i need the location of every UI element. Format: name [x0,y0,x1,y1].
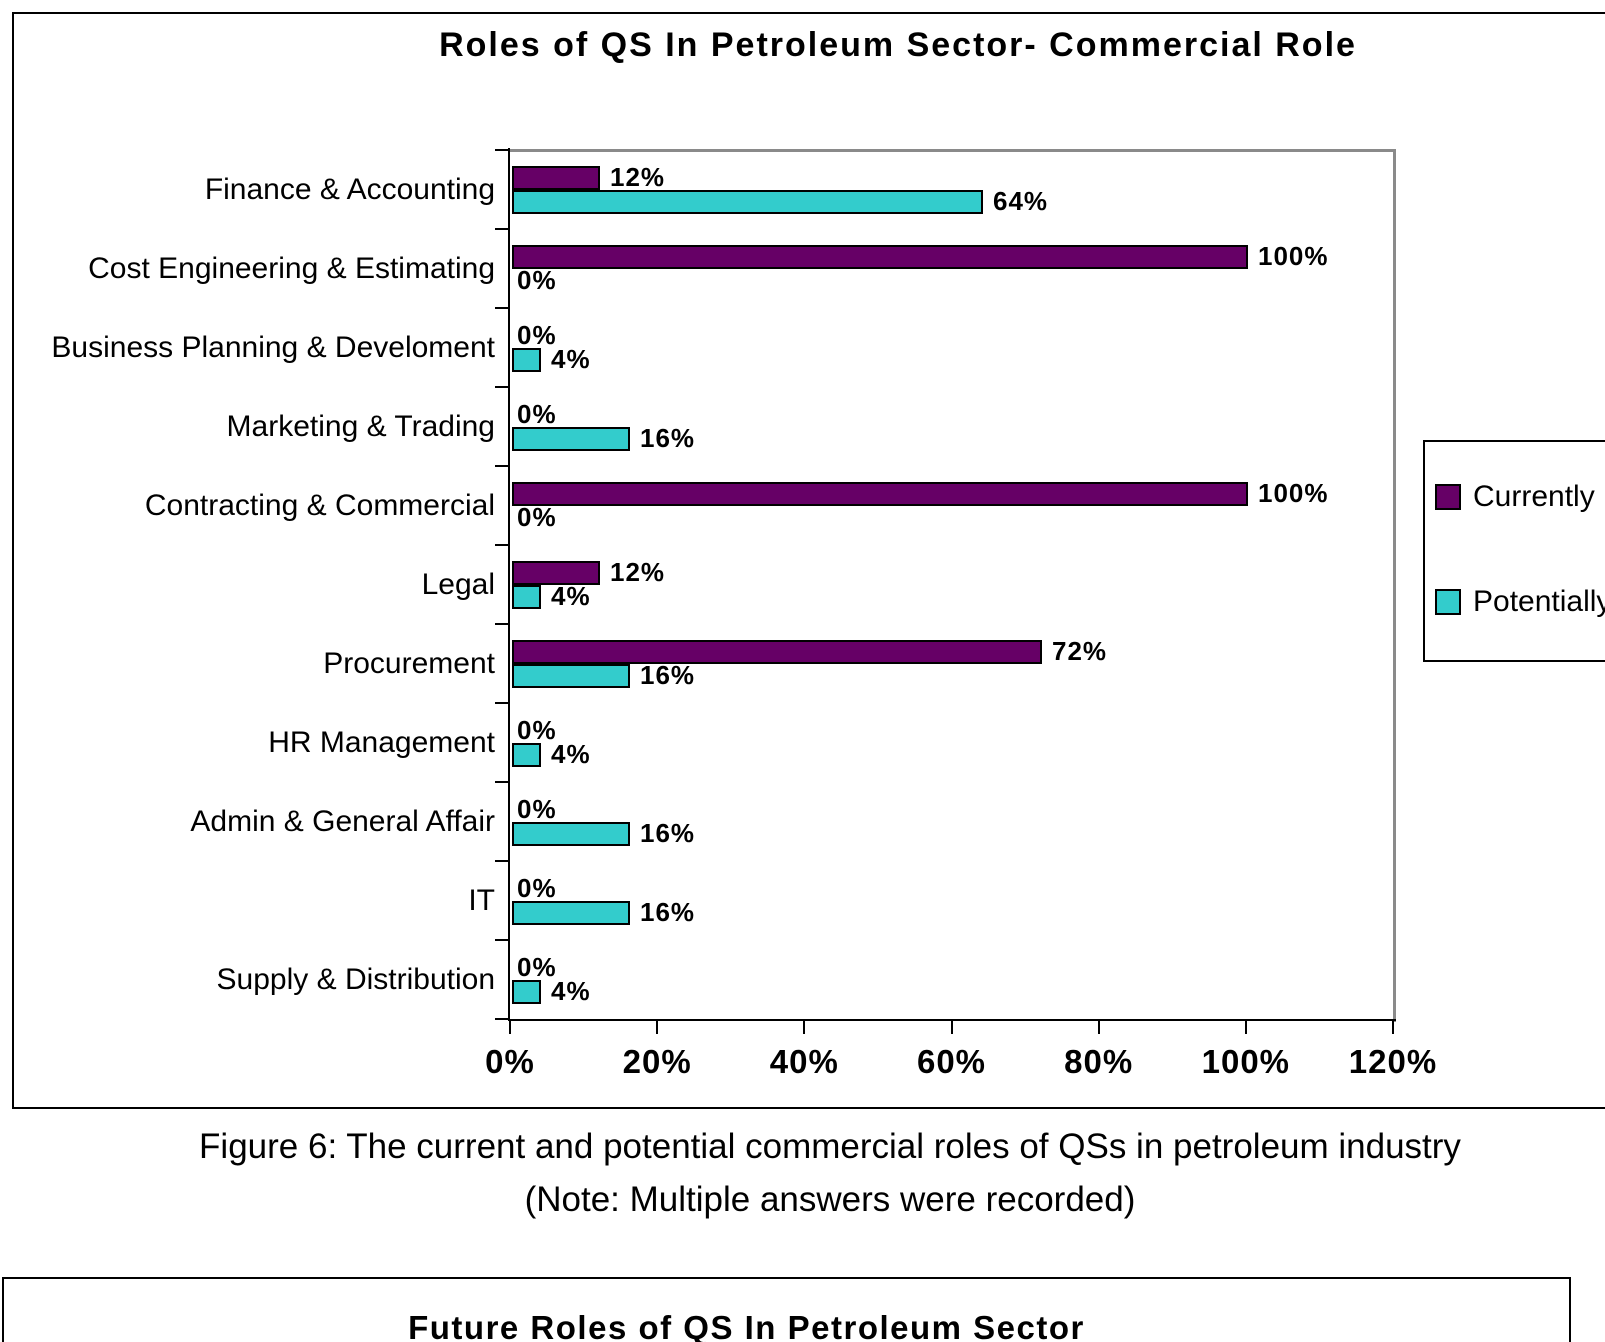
figure-caption-line2: (Note: Multiple answers were recorded) [524,1180,1136,1219]
bar-currently [512,165,600,190]
bar-potentially [512,426,630,451]
value-label-currently: 0% [517,715,557,745]
x-axis-tick [1097,1021,1100,1034]
x-axis-tick-label: 0% [485,1043,535,1080]
figure-caption-line1: Figure 6: The current and potential comm… [199,1127,1461,1166]
bar-potentially [512,584,541,609]
value-label-potentially: 0% [517,265,557,295]
legend-box: Currently Potentially [1423,440,1605,662]
y-axis-line [508,148,510,1021]
category-label: Supply & Distribution [216,962,495,996]
bar-potentially [512,979,541,1004]
bar-currently [512,639,1042,664]
y-axis-tick [495,307,508,309]
value-label-currently: 12% [610,162,666,192]
category-label: HR Management [268,725,495,759]
x-axis-tick [1244,1021,1247,1034]
legend-swatch-currently [1435,484,1461,510]
value-label-currently: 0% [517,952,557,982]
bar-potentially [512,189,983,214]
y-axis-tick [495,1018,508,1020]
plot-area: 12% 64% 100% 0% 0% 4% 0% 16% 100% 0% 12% 4% 72% 16% 0%… [512,150,1395,1019]
value-label-potentially: 0% [517,502,557,532]
y-axis-tick [495,228,508,230]
y-axis-tick [495,939,508,941]
category-label: Contracting & Commercial [144,488,495,522]
y-axis-tick [495,623,508,625]
y-axis-tick [495,781,508,783]
legend-swatch-potentially [1435,589,1461,615]
x-axis-tick [950,1021,953,1034]
x-axis-tick-label: 120% [1348,1043,1438,1080]
value-label-potentially: 64% [993,186,1049,216]
bar-potentially [512,821,630,846]
bar-currently [512,560,600,585]
category-label: Legal [421,567,495,601]
value-label-currently: 0% [517,320,557,350]
x-axis-tick [509,1021,511,1034]
bar-currently [512,244,1248,269]
value-label-currently: 100% [1258,478,1329,508]
plot-border-right [1393,149,1396,1022]
bar-currently [512,481,1248,506]
category-label: Business Planning & Develoment [51,330,495,364]
bar-potentially [512,347,541,372]
value-label-potentially: 16% [640,818,696,848]
legend-label: Currently [1473,480,1595,513]
chart-title: Roles of QS In Petroleum Sector- Commerc… [439,26,1357,64]
future-roles-chart-frame: Future Roles of QS In Petroleum Sector [2,1277,1571,1342]
value-label-currently: 0% [517,794,557,824]
x-axis-tick-label: 60% [916,1043,987,1080]
value-label-currently: 100% [1258,241,1329,271]
category-label: Finance & Accounting [204,172,495,206]
legend-item: Currently [1435,480,1595,513]
x-axis-tick-label: 20% [622,1043,692,1080]
x-axis-tick [656,1021,659,1034]
value-label-potentially: 4% [551,344,591,374]
category-label: IT [468,883,495,917]
value-label-potentially: 4% [551,739,591,769]
y-axis-tick [495,702,508,704]
y-axis-tick [495,544,508,546]
value-label-currently: 72% [1052,636,1108,666]
x-axis-tick-label: 100% [1201,1043,1291,1080]
plot-border-top [510,149,1396,152]
value-label-potentially: 4% [551,976,591,1006]
legend-item: Potentially [1435,585,1605,618]
x-axis-tick-label: 40% [769,1043,839,1080]
y-axis-tick [495,386,508,388]
value-label-potentially: 4% [551,581,591,611]
figure-caption: Figure 6: The current and potential comm… [30,1120,1605,1226]
x-axis-tick [1392,1021,1394,1034]
x-axis-line [508,1019,1396,1021]
category-label: Marketing & Trading [226,409,495,443]
bar-potentially [512,742,541,767]
y-axis-tick [495,465,508,467]
value-label-currently: 12% [610,557,666,587]
value-label-potentially: 16% [640,897,696,927]
x-axis-tick [803,1021,806,1034]
legend-label: Potentially [1473,585,1605,618]
bar-potentially [512,900,630,925]
category-label: Procurement [323,646,495,680]
category-label: Cost Engineering & Estimating [88,251,495,285]
value-label-currently: 0% [517,399,557,429]
x-axis-tick-label: 80% [1064,1043,1134,1080]
y-axis-tick [495,149,508,151]
y-axis-tick [495,860,508,862]
category-label: Admin & General Affair [190,804,495,838]
value-label-currently: 0% [517,873,557,903]
future-roles-chart-title: Future Roles of QS In Petroleum Sector [408,1309,1085,1342]
bar-potentially [512,663,630,688]
value-label-potentially: 16% [640,423,696,453]
value-label-potentially: 16% [640,660,696,690]
